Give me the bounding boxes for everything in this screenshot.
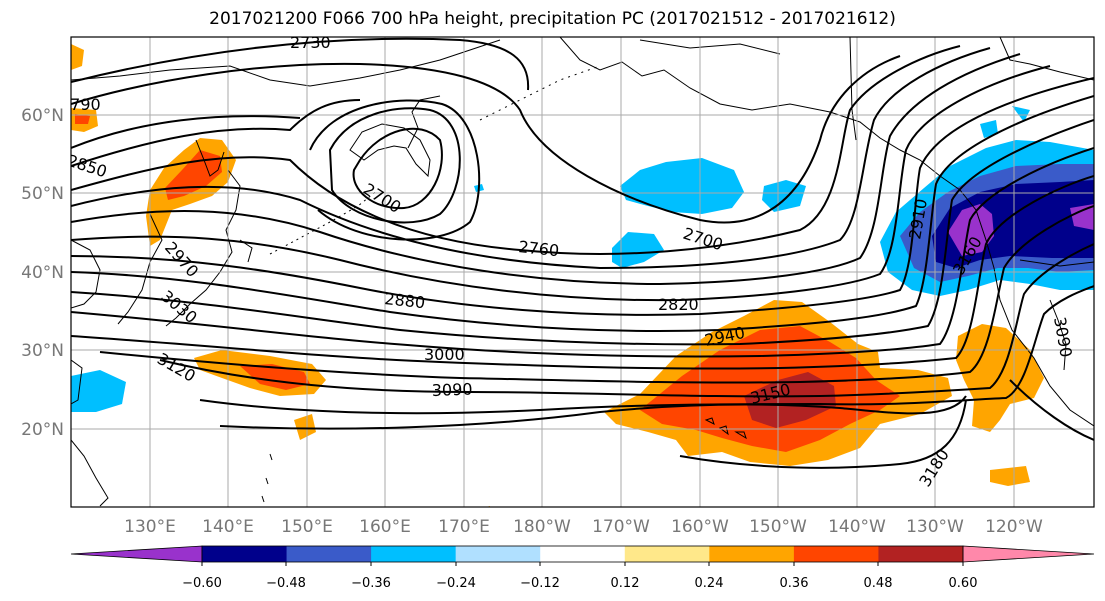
colorbar-segment xyxy=(540,546,626,562)
colorbar: −0.60 −0.48 −0.36 −0.24 −0.12 0.12 0.24 … xyxy=(70,545,1095,591)
colorbar-tick-label: −0.24 xyxy=(436,576,476,591)
colorbar-tick-label: 0.36 xyxy=(780,576,809,591)
colorbar-segment xyxy=(455,546,541,562)
lon-label: 170°E xyxy=(438,517,490,537)
contour-label: 2790 xyxy=(60,95,101,114)
map-frame xyxy=(70,36,1095,508)
lon-label: 150°W xyxy=(749,517,807,537)
latitude-labels: 60°N 50°N 40°N 30°N 20°N xyxy=(21,106,64,440)
colorbar-segment xyxy=(371,546,457,562)
lon-label: 130°W xyxy=(906,517,964,537)
lon-label: 140°E xyxy=(202,517,254,537)
lon-label: 140°W xyxy=(828,517,886,537)
colorbar-segment xyxy=(878,546,964,562)
colorbar-tick-label: −0.48 xyxy=(266,576,306,591)
colorbar-segment xyxy=(624,546,710,562)
colorbar-extend-right xyxy=(962,545,1095,563)
colorbar-tick-label: −0.60 xyxy=(182,576,222,591)
lon-label: 150°E xyxy=(281,517,333,537)
colorbar-tick-label: 0.60 xyxy=(949,576,978,591)
colorbar-extend-left xyxy=(70,545,203,563)
lat-label: 20°N xyxy=(21,420,64,440)
lon-label: 180°W xyxy=(513,517,571,537)
lon-label: 160°E xyxy=(359,517,411,537)
lat-label: 30°N xyxy=(21,341,64,361)
longitude-labels: 130°E 140°E 150°E 160°E 170°E 180°W 170°… xyxy=(124,517,1043,537)
colorbar-segment xyxy=(793,546,879,562)
lon-label: 120°W xyxy=(985,517,1043,537)
height-contours xyxy=(71,37,1094,469)
lon-label: 160°W xyxy=(671,517,729,537)
colorbar-segment xyxy=(709,546,795,562)
colorbar-segment xyxy=(286,546,372,562)
contour-label: 2760 xyxy=(518,237,560,260)
lon-label: 170°W xyxy=(592,517,650,537)
colorbar-segment xyxy=(202,546,288,562)
contour-label: 3000 xyxy=(424,345,465,364)
contour-label: 2880 xyxy=(384,289,426,312)
colorbar-border xyxy=(201,545,964,563)
contour-label: 2820 xyxy=(658,295,699,314)
colorbar-tick-label: −0.36 xyxy=(351,576,391,591)
map-title: 2017021200 F066 700 hPa height, precipit… xyxy=(209,9,896,29)
colorbar-tick-label: −0.12 xyxy=(520,576,560,591)
colorbar-tick-label: 0.12 xyxy=(611,576,640,591)
colorbar-tick-label: 0.24 xyxy=(695,576,724,591)
lat-label: 40°N xyxy=(21,263,64,283)
contour-label: 3090 xyxy=(431,380,472,400)
contour-label: 2730 xyxy=(290,33,331,52)
colorbar-tick-label: 0.48 xyxy=(864,576,893,591)
coastlines xyxy=(71,37,1094,507)
lat-label: 60°N xyxy=(21,106,64,126)
lon-label: 130°E xyxy=(124,517,176,537)
lat-label: 50°N xyxy=(21,184,64,204)
